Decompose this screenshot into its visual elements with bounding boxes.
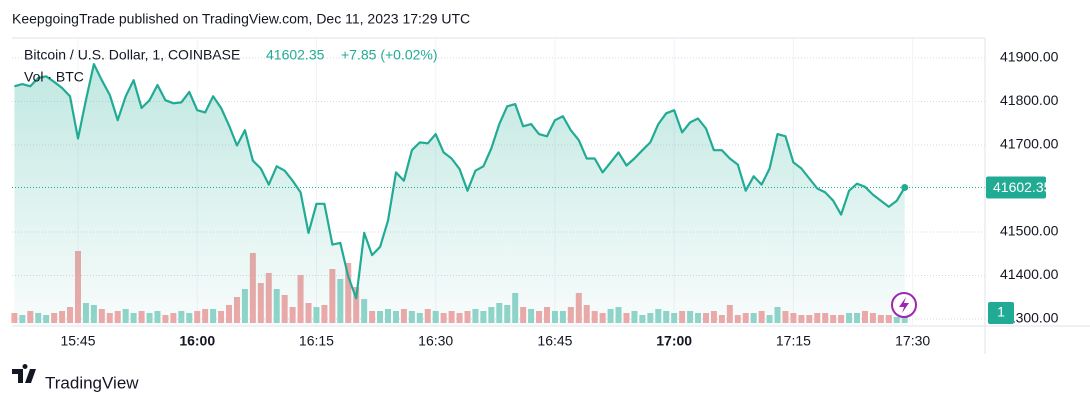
plot bbox=[11, 38, 985, 326]
price-line bbox=[14, 62, 906, 300]
last-point bbox=[901, 184, 909, 192]
header: KeepgoingTrade published on TradingView.… bbox=[12, 11, 470, 27]
x-tick-label: 16:15 bbox=[299, 333, 334, 349]
volume-bar bbox=[901, 315, 908, 323]
x-tick-label: 17:00 bbox=[656, 333, 692, 349]
y-tick-label: 41800.00 bbox=[1000, 92, 1059, 108]
y-tick-label: 41900.00 bbox=[1000, 49, 1059, 65]
volume-legend: Vol · BTC bbox=[24, 69, 84, 85]
legend-change: +7.85 (+0.02%) bbox=[341, 47, 438, 63]
y-tick-label: 41500.00 bbox=[1000, 223, 1059, 239]
y-tick-label: 41400.00 bbox=[1000, 266, 1059, 282]
x-tick-label: 16:00 bbox=[179, 333, 215, 349]
area bbox=[14, 64, 905, 326]
legend-price: 41602.35 bbox=[266, 47, 325, 63]
x-tick-label: 16:30 bbox=[418, 333, 453, 349]
legend-title: Bitcoin / U.S. Dollar, 1, COINBASE bbox=[24, 47, 240, 63]
logo bbox=[12, 364, 36, 383]
scale-badge bbox=[988, 302, 1014, 324]
last-price-box bbox=[986, 176, 1046, 199]
scale-badge-label: 1 bbox=[997, 304, 1005, 320]
volume-bar bbox=[11, 313, 18, 323]
y-tick-label: 41300.00 bbox=[1000, 310, 1059, 326]
y-tick-label: 41700.00 bbox=[1000, 136, 1059, 152]
last-price-label: 41602.35 bbox=[993, 179, 1052, 195]
x-tick-label: 17:30 bbox=[895, 333, 930, 349]
footer: TradingView bbox=[45, 373, 139, 392]
x-tick-label: 15:45 bbox=[60, 333, 95, 349]
x-tick-label: 16:45 bbox=[537, 333, 572, 349]
x-tick-label: 17:15 bbox=[776, 333, 811, 349]
lightning-icon bbox=[899, 297, 909, 313]
